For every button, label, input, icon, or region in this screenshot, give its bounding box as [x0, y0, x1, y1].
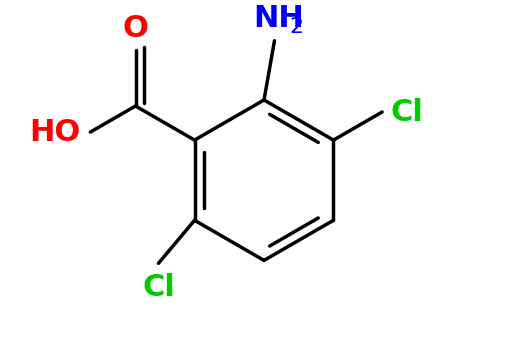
Text: 2: 2 — [289, 17, 303, 37]
Text: Cl: Cl — [142, 273, 175, 302]
Text: NH: NH — [253, 4, 304, 33]
Text: O: O — [122, 14, 148, 43]
Text: Cl: Cl — [390, 97, 423, 127]
Text: HO: HO — [30, 118, 81, 147]
